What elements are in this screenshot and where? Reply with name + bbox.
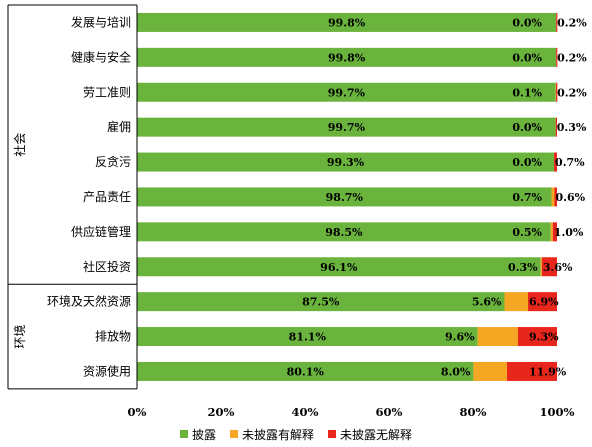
data-label-undisclosed-explained-2: 0.1% <box>512 86 542 99</box>
bar-segment-undisclosed-explained-10 <box>473 361 508 381</box>
bar-segment-disclosed-4 <box>137 152 555 172</box>
data-label-disclosed-10: 80.1% <box>287 365 325 378</box>
category-label-6: 供应链管理 <box>71 224 131 239</box>
legend-swatch-undisclosed-explained <box>229 430 238 438</box>
legend-swatch-undisclosed-unexplained <box>328 430 336 438</box>
bar-segment-disclosed-1 <box>137 47 557 67</box>
category-label-5: 产品责任 <box>83 190 131 204</box>
data-label-undisclosed-unexplained-4: 0.7% <box>555 156 585 169</box>
bar-segment-undisclosed-unexplained-1 <box>556 47 558 67</box>
bar-segment-undisclosed-unexplained-0 <box>556 12 558 32</box>
bar-segment-undisclosed-unexplained-6 <box>552 222 557 242</box>
bar-segment-undisclosed-explained-8 <box>504 292 529 312</box>
data-label-undisclosed-explained-4: 0.0% <box>512 156 542 169</box>
data-label-undisclosed-explained-8: 5.6% <box>472 296 502 309</box>
bar-segment-undisclosed-explained-6 <box>550 222 553 242</box>
x-tick-label-5: 100% <box>540 405 575 419</box>
data-label-undisclosed-explained-3: 0.0% <box>512 121 542 134</box>
bar-segment-undisclosed-explained-5 <box>551 187 555 207</box>
data-label-disclosed-2: 99.7% <box>328 86 366 99</box>
data-label-disclosed-5: 98.7% <box>326 191 364 204</box>
bar-segment-disclosed-2 <box>137 82 556 102</box>
bar-segment-undisclosed-unexplained-3 <box>555 117 557 137</box>
bar-segment-undisclosed-unexplained-2 <box>556 82 558 102</box>
data-label-disclosed-6: 98.5% <box>325 226 363 239</box>
data-label-undisclosed-explained-9: 9.6% <box>445 331 475 344</box>
data-label-undisclosed-explained-5: 0.7% <box>512 191 542 204</box>
bar-segment-undisclosed-unexplained-4 <box>554 152 557 172</box>
data-label-disclosed-0: 99.8% <box>328 16 366 29</box>
category-label-9: 排放物 <box>95 329 131 344</box>
category-label-3: 雇佣 <box>107 119 131 134</box>
data-label-undisclosed-unexplained-9: 9.3% <box>529 331 559 344</box>
bar-segment-undisclosed-unexplained-5 <box>554 187 557 207</box>
legend-label-undisclosed-unexplained: 未披露无解释 <box>340 427 413 442</box>
category-label-0: 发展与培训 <box>71 14 131 29</box>
bar-segment-undisclosed-unexplained-10 <box>507 361 557 381</box>
data-label-undisclosed-unexplained-2: 0.2% <box>557 86 587 99</box>
bar-segment-undisclosed-unexplained-7 <box>541 257 557 277</box>
bar-segment-undisclosed-unexplained-9 <box>517 327 557 347</box>
x-tick-label-3: 60% <box>376 405 403 419</box>
category-label-10: 资源使用 <box>83 363 131 378</box>
x-tick-label-2: 40% <box>292 405 319 419</box>
legend-label-undisclosed-explained: 未披露有解释 <box>241 427 314 442</box>
data-label-undisclosed-explained-0: 0.0% <box>512 16 542 29</box>
bar-segment-disclosed-0 <box>137 12 557 32</box>
category-label-2: 劳工准则 <box>83 85 131 99</box>
data-label-undisclosed-unexplained-3: 0.3% <box>557 121 587 134</box>
bar-segment-disclosed-6 <box>137 222 551 242</box>
x-tick-label-4: 80% <box>460 405 487 419</box>
data-label-disclosed-1: 99.8% <box>328 51 366 64</box>
data-label-disclosed-4: 99.3% <box>327 156 365 169</box>
data-label-undisclosed-unexplained-1: 0.2% <box>557 51 587 64</box>
bar-segment-undisclosed-explained-9 <box>477 327 518 347</box>
category-label-7: 社区投资 <box>83 259 131 274</box>
legend-swatch-disclosed <box>179 430 188 438</box>
legend-item-undisclosed-explained: 未披露有解释 <box>229 426 314 443</box>
data-label-disclosed-7: 96.1% <box>320 261 358 274</box>
group-label-1: 环境 <box>12 325 27 349</box>
category-label-1: 健康与安全 <box>71 49 131 64</box>
data-label-undisclosed-unexplained-7: 3.6% <box>543 261 573 274</box>
legend-item-undisclosed-unexplained: 未披露无解释 <box>328 426 412 443</box>
legend: 披露 未披露有解释 未披露无解释 <box>0 424 592 444</box>
stacked-bar-chart: 发展与培训 99.8% 0.0% 0.2% 健康与安全 99.8% 0.0% 0.2% 劳工准则… <box>7 4 587 419</box>
data-label-undisclosed-explained-7: 0.3% <box>508 261 538 274</box>
data-label-undisclosed-unexplained-0: 0.2% <box>557 16 587 29</box>
data-label-undisclosed-unexplained-6: 1.0% <box>554 226 584 239</box>
bar-segment-undisclosed-unexplained-8 <box>528 292 557 312</box>
legend-label-disclosed: 披露 <box>191 427 216 442</box>
bar-segment-disclosed-10 <box>137 361 474 381</box>
data-label-undisclosed-explained-6: 0.5% <box>512 226 542 239</box>
data-label-undisclosed-unexplained-8: 6.9% <box>529 296 559 309</box>
data-label-undisclosed-unexplained-5: 0.6% <box>555 191 585 204</box>
data-label-disclosed-8: 87.5% <box>302 296 340 309</box>
data-label-undisclosed-explained-1: 0.0% <box>512 51 542 64</box>
bar-segment-disclosed-7 <box>137 257 541 277</box>
group-label-0: 社会 <box>12 133 27 157</box>
bar-segment-disclosed-5 <box>137 187 552 207</box>
bar-segment-disclosed-9 <box>137 327 478 347</box>
bar-segment-disclosed-3 <box>137 117 556 137</box>
data-label-undisclosed-unexplained-10: 11.9% <box>529 365 567 378</box>
category-label-8: 环境及天然资源 <box>47 294 131 309</box>
data-label-undisclosed-explained-10: 8.0% <box>441 365 471 378</box>
bar-segment-disclosed-8 <box>137 292 505 312</box>
x-tick-label-0: 0% <box>128 405 147 419</box>
x-tick-label-1: 20% <box>208 405 235 419</box>
legend-item-disclosed: 披露 <box>179 426 216 443</box>
category-label-4: 反贪污 <box>95 154 131 169</box>
data-label-disclosed-3: 99.7% <box>328 121 366 134</box>
bar-segment-undisclosed-explained-7 <box>540 257 542 277</box>
data-label-disclosed-9: 81.1% <box>289 331 327 344</box>
